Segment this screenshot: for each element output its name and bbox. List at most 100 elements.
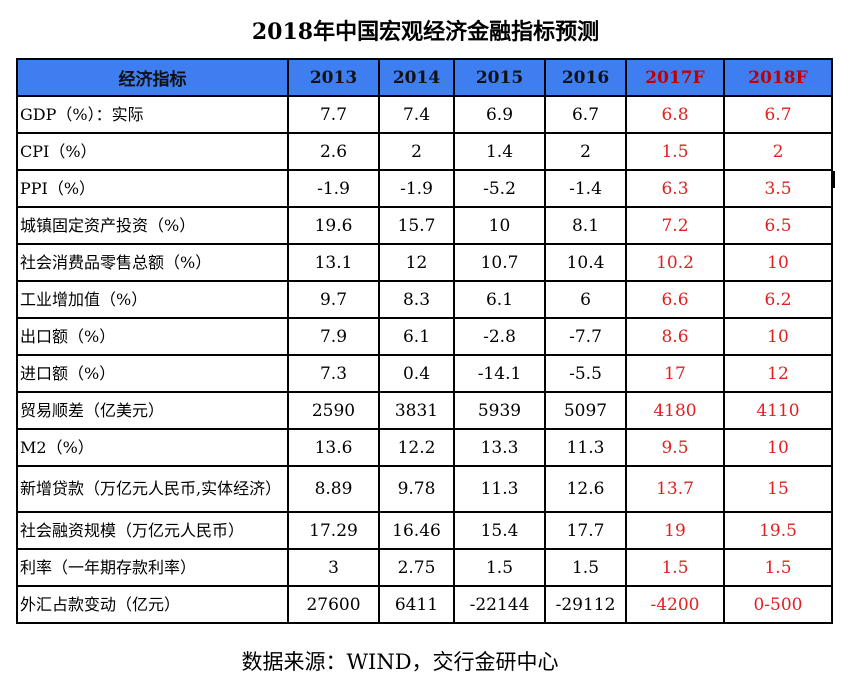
table-row: GDP（%）：实际 7.7 7.4 6.9 6.7 6.8 6.7 bbox=[16, 95, 833, 134]
value-cell: 2.75 bbox=[378, 548, 455, 587]
value-cell: 11.3 bbox=[453, 465, 546, 513]
forecast-cell: 10.2 bbox=[625, 243, 725, 282]
forecast-cell: 6.7 bbox=[723, 95, 833, 134]
forecast-cell: 0-500 bbox=[723, 585, 833, 624]
value-cell: 11.3 bbox=[544, 428, 627, 467]
value-cell: 13.6 bbox=[287, 428, 380, 467]
table-row: M2（%） 13.6 12.2 13.3 11.3 9.5 10 bbox=[16, 428, 833, 467]
value-cell: 9.7 bbox=[287, 280, 380, 319]
forecast-cell: 10 bbox=[723, 243, 833, 282]
value-cell: 6.1 bbox=[378, 317, 455, 356]
row-label: PPI（%） bbox=[16, 169, 289, 208]
row-label: M2（%） bbox=[16, 428, 289, 467]
row-label: 工业增加值（%） bbox=[16, 280, 289, 319]
row-label: 进口额（%） bbox=[16, 354, 289, 393]
forecast-cell: 6.6 bbox=[625, 280, 725, 319]
value-cell: 17.29 bbox=[287, 511, 380, 550]
value-cell: 27600 bbox=[287, 585, 380, 624]
forecast-cell: 6.5 bbox=[723, 206, 833, 245]
forecast-cell: 4110 bbox=[723, 391, 833, 430]
row-label: 贸易顺差（亿美元） bbox=[16, 391, 289, 430]
forecast-cell: 19.5 bbox=[723, 511, 833, 550]
forecast-cell: 19 bbox=[625, 511, 725, 550]
row-label: 社会融资规模（万亿元人民币） bbox=[16, 511, 289, 550]
header-year: 2016 bbox=[544, 58, 627, 97]
header-indicator: 经济指标 bbox=[16, 58, 289, 97]
value-cell: 0.4 bbox=[378, 354, 455, 393]
value-cell: 6 bbox=[544, 280, 627, 319]
value-cell: 1.5 bbox=[453, 548, 546, 587]
value-cell: 1.4 bbox=[453, 132, 546, 171]
forecast-cell: 10 bbox=[723, 317, 833, 356]
forecast-cell: 6.3 bbox=[625, 169, 725, 208]
row-label: 新增贷款（万亿元人民币,实体经济） bbox=[16, 465, 289, 513]
value-cell: -29112 bbox=[544, 585, 627, 624]
value-cell: 9.78 bbox=[378, 465, 455, 513]
value-cell: 1.5 bbox=[544, 548, 627, 587]
row-label: 外汇占款变动（亿元） bbox=[16, 585, 289, 624]
forecast-cell: 2 bbox=[723, 132, 833, 171]
table-row: PPI（%） -1.9 -1.9 -5.2 -1.4 6.3 3.5 bbox=[16, 169, 833, 208]
value-cell: 7.3 bbox=[287, 354, 380, 393]
value-cell: 13.1 bbox=[287, 243, 380, 282]
value-cell: 2590 bbox=[287, 391, 380, 430]
forecast-cell: 15 bbox=[723, 465, 833, 513]
forecast-cell: 1.5 bbox=[625, 132, 725, 171]
value-cell: 2.6 bbox=[287, 132, 380, 171]
value-cell: 8.89 bbox=[287, 465, 380, 513]
header-row: 经济指标 2013 2014 2015 2016 2017F 2018F bbox=[16, 58, 833, 97]
value-cell: 15.4 bbox=[453, 511, 546, 550]
value-cell: 7.7 bbox=[287, 95, 380, 134]
row-label: 社会消费品零售总额（%） bbox=[16, 243, 289, 282]
table-row: 工业增加值（%） 9.7 8.3 6.1 6 6.6 6.2 bbox=[16, 280, 833, 319]
value-cell: -5.2 bbox=[453, 169, 546, 208]
row-label: 出口额（%） bbox=[16, 317, 289, 356]
value-cell: 5939 bbox=[453, 391, 546, 430]
forecast-cell: 12 bbox=[723, 354, 833, 393]
table-title: 2018年中国宏观经济金融指标预测 bbox=[251, 19, 600, 45]
value-cell: 5097 bbox=[544, 391, 627, 430]
row-label: CPI（%） bbox=[16, 132, 289, 171]
forecast-cell: 10 bbox=[723, 428, 833, 467]
value-cell: 7.9 bbox=[287, 317, 380, 356]
forecast-cell: 9.5 bbox=[625, 428, 725, 467]
forecast-cell: 6.2 bbox=[723, 280, 833, 319]
value-cell: -1.9 bbox=[287, 169, 380, 208]
value-cell: 8.1 bbox=[544, 206, 627, 245]
value-cell: 17.7 bbox=[544, 511, 627, 550]
header-year: 2014 bbox=[378, 58, 455, 97]
header-year: 2013 bbox=[287, 58, 380, 97]
value-cell: 6.1 bbox=[453, 280, 546, 319]
table-row: CPI（%） 2.6 2 1.4 2 1.5 2 bbox=[16, 132, 833, 171]
value-cell: 2 bbox=[378, 132, 455, 171]
value-cell: -14.1 bbox=[453, 354, 546, 393]
value-cell: -7.7 bbox=[544, 317, 627, 356]
table-row: 城镇固定资产投资（%） 19.6 15.7 10 8.1 7.2 6.5 bbox=[16, 206, 833, 245]
value-cell: 6.7 bbox=[544, 95, 627, 134]
value-cell: 3831 bbox=[378, 391, 455, 430]
value-cell: 16.46 bbox=[378, 511, 455, 550]
forecast-cell: 1.5 bbox=[723, 548, 833, 587]
value-cell: 2 bbox=[544, 132, 627, 171]
table-row: 外汇占款变动（亿元） 27600 6411 -22144 -29112 -4200 0-50… bbox=[16, 585, 833, 624]
text-cursor bbox=[833, 171, 835, 188]
row-label: GDP（%）：实际 bbox=[16, 95, 289, 134]
table-row: 进口额（%） 7.3 0.4 -14.1 -5.5 17 12 bbox=[16, 354, 833, 393]
value-cell: 12 bbox=[378, 243, 455, 282]
value-cell: 3 bbox=[287, 548, 380, 587]
forecast-cell: -4200 bbox=[625, 585, 725, 624]
value-cell: 6.9 bbox=[453, 95, 546, 134]
value-cell: -22144 bbox=[453, 585, 546, 624]
value-cell: 12.2 bbox=[378, 428, 455, 467]
value-cell: 13.3 bbox=[453, 428, 546, 467]
value-cell: -5.5 bbox=[544, 354, 627, 393]
row-label: 利率（一年期存款利率） bbox=[16, 548, 289, 587]
value-cell: 8.3 bbox=[378, 280, 455, 319]
forecast-cell: 1.5 bbox=[625, 548, 725, 587]
value-cell: 15.7 bbox=[378, 206, 455, 245]
value-cell: -2.8 bbox=[453, 317, 546, 356]
row-label: 城镇固定资产投资（%） bbox=[16, 206, 289, 245]
value-cell: 12.6 bbox=[544, 465, 627, 513]
forecast-cell: 6.8 bbox=[625, 95, 725, 134]
value-cell: 10.4 bbox=[544, 243, 627, 282]
